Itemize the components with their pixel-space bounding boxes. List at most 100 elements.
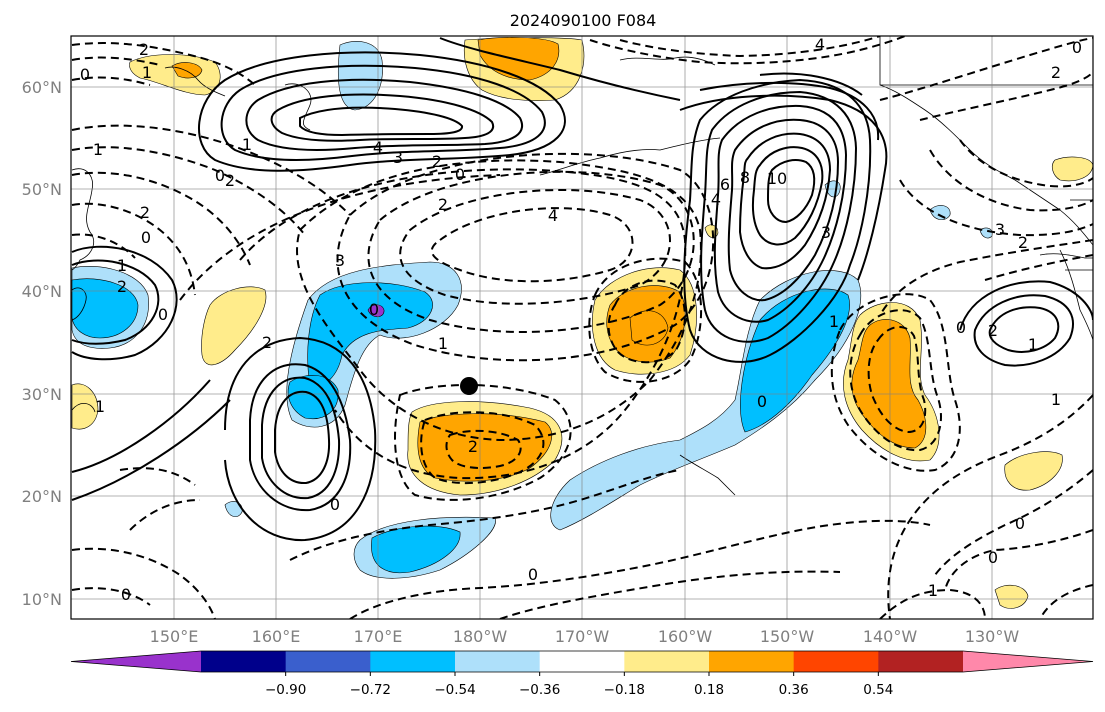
contour-label: 1 — [117, 256, 127, 275]
longitude-axis: 150°E 160°E 170°E 180°W 170°W 160°W 150°… — [150, 627, 1020, 646]
colorbar-extend-low — [71, 651, 201, 672]
shade-blue-region — [287, 375, 339, 420]
shade-light-yellow-region — [1051, 156, 1093, 182]
lon-label: 170°E — [354, 627, 403, 646]
colorbar-segment — [878, 651, 964, 672]
contour-label: 1 — [1051, 390, 1061, 409]
contour-negative — [71, 124, 351, 216]
contour-label: 4 — [711, 190, 721, 209]
lat-label: 50°N — [22, 180, 62, 199]
contour-negative — [919, 71, 1093, 121]
contour-label: 0 — [1072, 38, 1082, 57]
coastline — [71, 403, 96, 413]
shade-orange-region — [851, 319, 927, 449]
contour-label: 1 — [142, 63, 152, 82]
contour-negative — [944, 529, 1093, 591]
contour-negative — [879, 37, 1093, 101]
map-title: 2024090100 F084 — [510, 11, 657, 30]
contour-negative — [367, 170, 695, 333]
shade-light-blue-region — [929, 205, 951, 220]
contour-label: 0 — [757, 392, 767, 411]
contour-positive — [679, 94, 888, 281]
contour-positive — [713, 104, 848, 323]
colorbar-segment — [455, 651, 541, 672]
contour-labels: 2 0 1 4 4 3 2 0 2 1 2 0 1 2 3 0 2 1 0 1 … — [80, 35, 1082, 604]
contour-positive — [738, 132, 832, 270]
lon-label: 180°W — [453, 627, 508, 646]
lon-label: 160°E — [252, 627, 301, 646]
contour-positive — [274, 390, 331, 485]
shade-light-yellow-region — [1004, 451, 1063, 491]
contour-label: 1 — [242, 135, 252, 154]
contour-negative — [349, 519, 931, 619]
contour-negative — [887, 394, 1093, 619]
latitude-axis: 10°N 20°N 30°N 40°N 50°N 60°N — [22, 78, 62, 609]
contour-negative — [71, 56, 161, 66]
contour-label: 0 — [158, 305, 168, 324]
colorbar-outline — [70, 650, 1094, 673]
contour-negative — [959, 139, 1093, 188]
contour-positive — [700, 90, 858, 343]
contour-label: 0 — [988, 548, 998, 567]
shade-light-blue-region — [338, 41, 383, 111]
contour-label: 4 — [815, 35, 825, 54]
contour-negative — [899, 179, 1093, 237]
shade-blue-region — [740, 288, 850, 433]
lat-label: 30°N — [22, 385, 62, 404]
contour-label: 2 — [1051, 63, 1061, 82]
shade-light-blue-region — [224, 501, 243, 518]
coastline — [1059, 249, 1093, 341]
contour-label: 2 — [225, 171, 235, 190]
shade-orange-region — [171, 62, 203, 79]
shade-blue-region — [371, 525, 461, 574]
contour-label: 2 — [438, 195, 448, 214]
colorbar-tick-label: −0.90 — [265, 682, 306, 698]
coastline — [619, 56, 716, 66]
contour-label: 0 — [1015, 514, 1025, 533]
contour-label: 3 — [995, 220, 1005, 239]
contour-negative — [589, 36, 906, 65]
contour-negative — [179, 174, 501, 301]
contour-label: 0 — [141, 228, 151, 247]
contour-positive — [245, 78, 523, 151]
shade-light-yellow-region — [129, 54, 221, 96]
colorbar-segment — [201, 651, 287, 672]
contour-negative — [499, 570, 841, 619]
contour-negative — [607, 279, 686, 364]
lat-label: 40°N — [22, 282, 62, 301]
contour-label: 2 — [140, 203, 150, 222]
colorbar: −0.90 −0.72 −0.54 −0.36 −0.18 0.18 0.36 0.54 — [70, 650, 1094, 698]
contour-negative — [289, 469, 681, 561]
coastline — [164, 66, 226, 97]
contour-negative — [588, 257, 703, 383]
contour-negative — [849, 309, 942, 452]
contour-label: 2 — [468, 437, 478, 456]
colorbar-segment — [709, 651, 795, 672]
coastline — [1039, 253, 1093, 259]
contour-positive — [270, 93, 495, 142]
contour-negative — [1039, 584, 1093, 619]
contour-negative — [399, 189, 671, 305]
contour-label: 2 — [139, 40, 149, 59]
contour-negative — [71, 233, 136, 259]
lat-label: 10°N — [22, 590, 62, 609]
contour-negative — [934, 469, 1093, 576]
shade-light-yellow-region — [71, 383, 99, 430]
contour-label: 2 — [432, 152, 442, 171]
contour-label: 2 — [988, 321, 998, 340]
contour-label: 3 — [335, 251, 345, 270]
contour-label: 0 — [528, 565, 538, 584]
lon-label: 130°W — [965, 627, 1020, 646]
colorbar-segment — [370, 651, 456, 672]
contour-label: 2 — [1018, 233, 1028, 252]
contour-positive — [220, 64, 546, 161]
contour-label: 10 — [767, 169, 787, 188]
contour-label: 0 — [330, 495, 340, 514]
colorbar-tick-label: −0.18 — [604, 682, 645, 698]
contour-positive — [439, 37, 681, 101]
contour-negative — [71, 146, 306, 236]
contour-positive — [683, 78, 872, 363]
contour-label: 4 — [548, 206, 558, 225]
contour-label: 1 — [93, 140, 103, 159]
contour-negative — [445, 429, 522, 469]
